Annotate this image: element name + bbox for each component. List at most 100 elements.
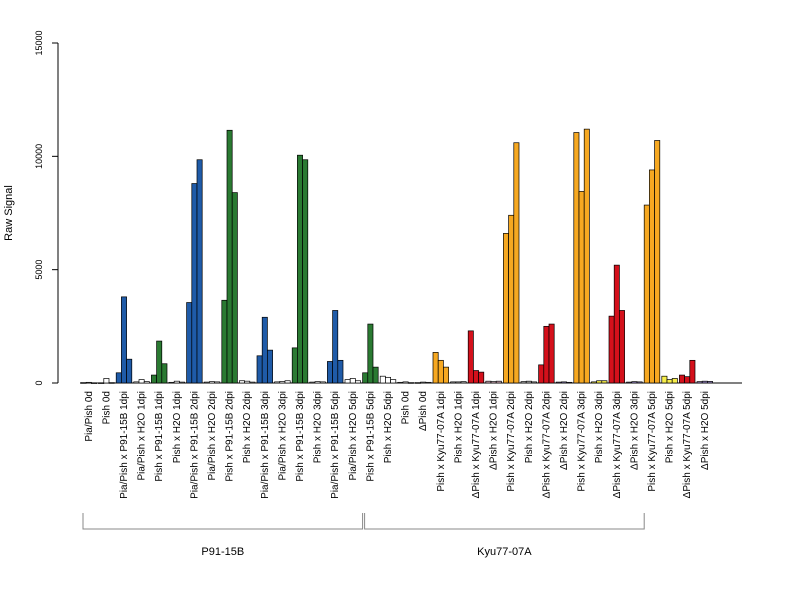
x-tick-label: ΔPish x Kyu77-07A 1dpi xyxy=(471,391,482,498)
bar xyxy=(314,381,321,384)
bar xyxy=(332,310,339,384)
bar xyxy=(520,381,527,384)
bar xyxy=(367,323,374,384)
bar xyxy=(503,233,509,384)
x-tick-label: Pish x P91-15B 3dpi xyxy=(295,391,306,482)
bar xyxy=(460,381,467,384)
x-tick-label: ΔPish x Kyu77-07A 5dpi xyxy=(682,391,693,498)
group-bracket xyxy=(364,513,645,530)
bar xyxy=(684,376,691,384)
x-tick-label: Pia/Pish x P91-15B 1dpi xyxy=(119,391,130,499)
bar xyxy=(467,330,474,384)
bar xyxy=(173,380,180,384)
bar xyxy=(214,381,221,384)
bar xyxy=(261,316,268,384)
x-tick-label: Pish x Kyu77-07A 5dpi xyxy=(647,391,658,492)
bar xyxy=(631,381,638,384)
bar xyxy=(661,375,668,384)
bar xyxy=(478,371,485,384)
bar xyxy=(619,310,625,384)
bar xyxy=(379,375,386,384)
bar xyxy=(596,380,603,384)
bar xyxy=(319,381,326,384)
bar xyxy=(103,378,110,384)
bar xyxy=(161,363,168,384)
bar xyxy=(538,364,545,384)
bar xyxy=(91,382,97,384)
bar xyxy=(309,381,316,384)
bar xyxy=(302,159,309,384)
group-bracket xyxy=(82,513,364,530)
bar xyxy=(143,381,150,384)
bar xyxy=(126,358,133,384)
x-tick-label: Pish x H2O 1dpi xyxy=(172,391,183,463)
bar xyxy=(279,381,286,384)
x-tick-label: ΔPish x H2O 5dpi xyxy=(700,391,711,470)
y-tick-label: 5000 xyxy=(34,260,44,280)
bar xyxy=(179,381,185,384)
bar xyxy=(543,325,550,384)
x-tick-label: Pish x H2O 2dpi xyxy=(242,391,253,463)
y-tick-label: 0 xyxy=(34,380,44,385)
bar xyxy=(355,380,361,384)
bar xyxy=(455,381,462,384)
x-tick-label: Pia/Pish x H2O 2dpi xyxy=(207,391,218,481)
x-tick-label: ΔPish x Kyu77-07A 3dpi xyxy=(612,391,623,498)
bar xyxy=(337,359,344,384)
x-tick-label: ΔPish x H2O 2dpi xyxy=(559,391,570,470)
bar xyxy=(138,379,145,384)
bar xyxy=(244,380,251,384)
bar xyxy=(80,382,87,384)
bar xyxy=(231,192,238,384)
bar xyxy=(402,381,409,384)
x-tick-label: Pish x H2O 5dpi xyxy=(383,391,394,463)
bar xyxy=(485,380,492,384)
bar xyxy=(608,315,615,384)
bars-layer xyxy=(80,128,713,384)
x-tick-label: Pish x H2O 3dpi xyxy=(313,391,324,463)
bar xyxy=(385,376,391,384)
bar xyxy=(390,379,397,384)
bar xyxy=(525,380,532,384)
x-tick-label: Pish 0d xyxy=(101,391,112,424)
y-axis: 0 5000 10000 15000 xyxy=(34,30,59,386)
bar xyxy=(284,380,291,384)
bar xyxy=(508,214,515,384)
y-axis-label: Raw Signal xyxy=(3,185,15,241)
x-tick-label: ΔPish x Kyu77-07A 2dpi xyxy=(541,391,552,498)
group-brackets: P91-15B Kyu77-07A xyxy=(82,513,645,558)
bar xyxy=(297,154,303,384)
x-tick-label: ΔPish x H2O 1dpi xyxy=(489,391,500,470)
bar xyxy=(578,191,585,384)
bar xyxy=(566,381,573,384)
bar xyxy=(85,381,92,384)
bar xyxy=(203,381,210,384)
x-tick-label: Pish x H2O 1dpi xyxy=(453,391,464,463)
bar xyxy=(196,159,203,384)
bar xyxy=(671,378,678,384)
bar xyxy=(186,302,193,384)
x-tick-label: Pia/Pish x P91-15B 5dpi xyxy=(330,391,341,499)
bar xyxy=(531,381,537,384)
bar xyxy=(191,183,198,384)
x-tick-label: Pish x P91-15B 1dpi xyxy=(154,391,165,482)
x-tick-label: Pia/Pish x H2O 3dpi xyxy=(277,391,288,481)
x-tick-label: Pish x Kyu77-07A 2dpi xyxy=(506,391,517,492)
x-tick-label: Pia/Pish x P91-15B 2dpi xyxy=(189,391,200,499)
bar xyxy=(362,372,369,384)
bar xyxy=(425,381,432,384)
bar xyxy=(256,355,263,384)
bar xyxy=(121,296,127,384)
x-tick-label: Pish x P91-15B 2dpi xyxy=(225,391,236,482)
bar xyxy=(679,374,685,384)
bar xyxy=(432,352,439,384)
bar xyxy=(209,381,215,384)
x-tick-label: Pish x H2O 5dpi xyxy=(665,391,676,463)
bar xyxy=(349,378,356,384)
x-tick-label: Pia/Pish x H2O 1dpi xyxy=(137,391,148,481)
bar xyxy=(291,347,298,384)
bar xyxy=(420,381,427,384)
bar xyxy=(168,381,175,384)
x-tick-label: Pish x Kyu77-07A 3dpi xyxy=(577,391,588,492)
y-tick-label: 10000 xyxy=(34,144,44,169)
